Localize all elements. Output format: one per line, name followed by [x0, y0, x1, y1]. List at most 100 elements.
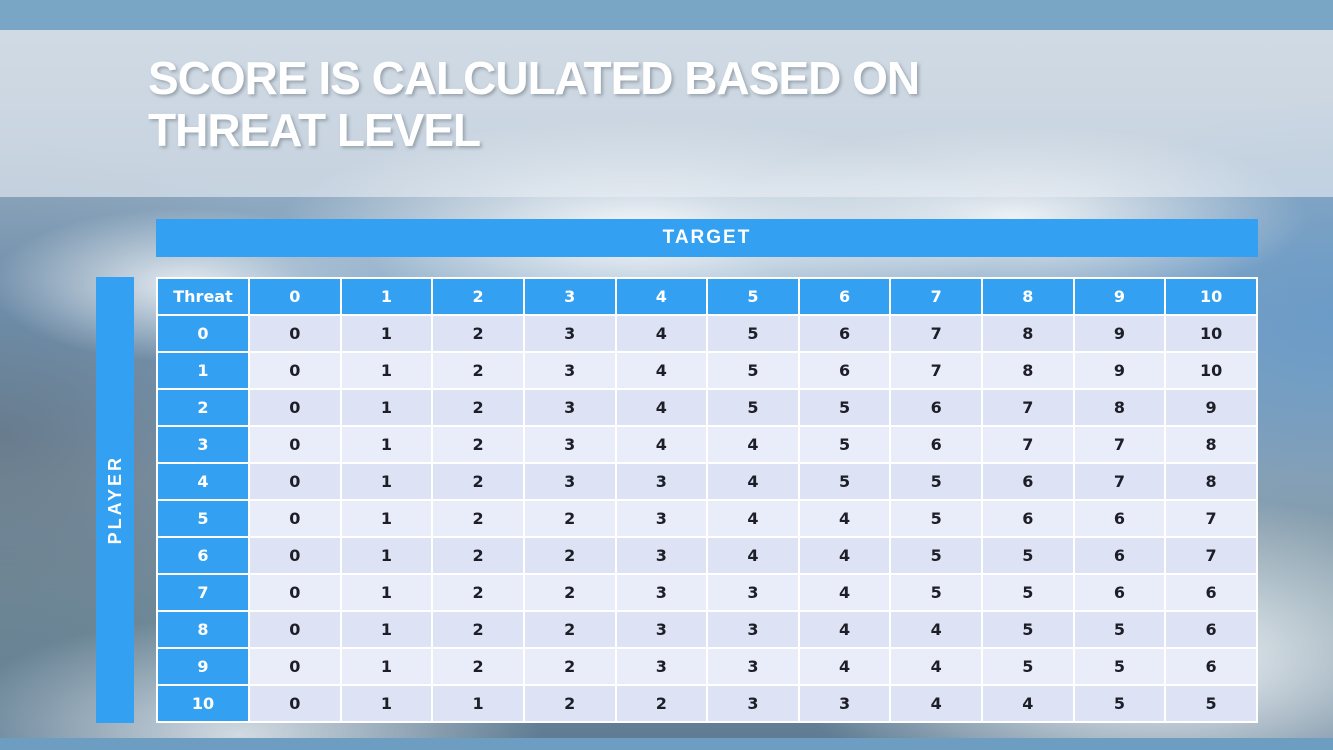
- score-cell: 2: [524, 649, 615, 684]
- score-cell: 7: [1074, 427, 1165, 462]
- score-cell: 4: [708, 464, 798, 499]
- score-row-1: 1 0 1 2 3 4 5 6 7 8 9 10: [158, 353, 1256, 388]
- score-cell: 3: [616, 649, 707, 684]
- score-cell: 2: [524, 612, 615, 647]
- score-row-0: 0 0 1 2 3 4 5 6 7 8 9 10: [158, 316, 1256, 351]
- score-cell: 1: [433, 686, 523, 721]
- player-axis-header: PLAYER: [96, 277, 134, 723]
- score-cell: 6: [1074, 538, 1165, 573]
- score-cell: 4: [708, 501, 798, 536]
- score-cell: 3: [799, 686, 890, 721]
- score-cell: 5: [799, 390, 890, 425]
- score-cell: 0: [250, 612, 340, 647]
- slide-title-line1: SCORE IS CALCULATED BASED ON: [148, 52, 920, 104]
- title-band: SCORE IS CALCULATED BASED ON THREAT LEVE…: [0, 30, 1333, 197]
- score-cell: 6: [1166, 649, 1256, 684]
- score-cell: 4: [708, 427, 798, 462]
- score-cell: 8: [1074, 390, 1165, 425]
- row-header-cell-2: 2: [158, 390, 248, 425]
- column-header-cell-2: 2: [433, 279, 523, 314]
- score-cell: 3: [524, 464, 615, 499]
- score-cell: 8: [1166, 427, 1256, 462]
- score-cell: 4: [616, 353, 707, 388]
- column-header-cell-5: 5: [708, 279, 798, 314]
- score-cell: 0: [250, 575, 340, 610]
- score-cell: 0: [250, 427, 340, 462]
- score-cell: 4: [799, 501, 890, 536]
- slide-title-line2: THREAT LEVEL: [148, 104, 481, 157]
- score-cell: 6: [983, 464, 1073, 499]
- score-cell: 2: [524, 575, 615, 610]
- score-cell: 3: [616, 538, 707, 573]
- score-cell: 1: [341, 464, 432, 499]
- score-cell: 0: [250, 390, 340, 425]
- row-header-cell-7: 7: [158, 575, 248, 610]
- score-cell: 7: [891, 353, 981, 388]
- row-header-cell-3: 3: [158, 427, 248, 462]
- score-cell: 10: [1166, 316, 1256, 351]
- score-cell: 4: [799, 612, 890, 647]
- target-axis-label: TARGET: [662, 227, 752, 248]
- score-cell: 6: [983, 501, 1073, 536]
- score-cell: 7: [1074, 464, 1165, 499]
- score-cell: 0: [250, 316, 340, 351]
- score-cell: 7: [983, 390, 1073, 425]
- score-cell: 6: [1166, 575, 1256, 610]
- score-cell: 6: [1074, 575, 1165, 610]
- bottom-accent-bar: [0, 738, 1333, 750]
- score-cell: 5: [983, 649, 1073, 684]
- score-cell: 1: [341, 353, 432, 388]
- score-cell: 4: [891, 649, 981, 684]
- score-cell: 2: [433, 390, 523, 425]
- score-cell: 5: [799, 464, 890, 499]
- score-cell: 4: [799, 575, 890, 610]
- column-header-cell-9: 9: [1074, 279, 1165, 314]
- score-row-10: 10 0 1 1 2 2 3 3 4 4 5 5: [158, 686, 1256, 721]
- score-cell: 5: [1074, 649, 1165, 684]
- score-cell: 5: [1166, 686, 1256, 721]
- row-header-cell-9: 9: [158, 649, 248, 684]
- score-cell: 0: [250, 649, 340, 684]
- score-cell: 5: [891, 464, 981, 499]
- target-axis-header: TARGET: [156, 219, 1258, 257]
- score-cell: 3: [616, 464, 707, 499]
- slide-title: SCORE IS CALCULATED BASED ON THREAT LEVE…: [148, 52, 920, 157]
- score-cell: 2: [433, 316, 523, 351]
- score-cell: 9: [1074, 353, 1165, 388]
- header-row: Threat 0 1 2 3 4 5 6 7 8 9 10: [158, 279, 1256, 314]
- score-cell: 5: [1074, 686, 1165, 721]
- score-cell: 1: [341, 538, 432, 573]
- score-cell: 5: [799, 427, 890, 462]
- score-cell: 2: [524, 538, 615, 573]
- score-cell: 7: [1166, 538, 1256, 573]
- score-cell: 7: [983, 427, 1073, 462]
- score-cell: 6: [799, 316, 890, 351]
- score-cell: 0: [250, 464, 340, 499]
- score-cell: 5: [983, 575, 1073, 610]
- score-cell: 2: [433, 427, 523, 462]
- score-cell: 4: [799, 649, 890, 684]
- score-cell: 3: [616, 575, 707, 610]
- score-cell: 7: [891, 316, 981, 351]
- score-cell: 5: [983, 612, 1073, 647]
- score-cell: 0: [250, 686, 340, 721]
- score-cell: 0: [250, 538, 340, 573]
- column-header-cell-3: 3: [524, 279, 615, 314]
- score-cell: 0: [250, 501, 340, 536]
- score-cell: 4: [708, 538, 798, 573]
- score-cell: 6: [1074, 501, 1165, 536]
- score-cell: 6: [891, 390, 981, 425]
- score-cell: 8: [983, 316, 1073, 351]
- score-cell: 5: [708, 353, 798, 388]
- score-table: Threat 0 1 2 3 4 5 6 7 8 9 10 0 0 1 2 3 4 5 6 7 8 9 10 1 0 1 2 3 4 5 6…: [156, 277, 1258, 723]
- row-header-cell-8: 8: [158, 612, 248, 647]
- score-cell: 1: [341, 612, 432, 647]
- row-header-cell-4: 4: [158, 464, 248, 499]
- score-cell: 2: [433, 501, 523, 536]
